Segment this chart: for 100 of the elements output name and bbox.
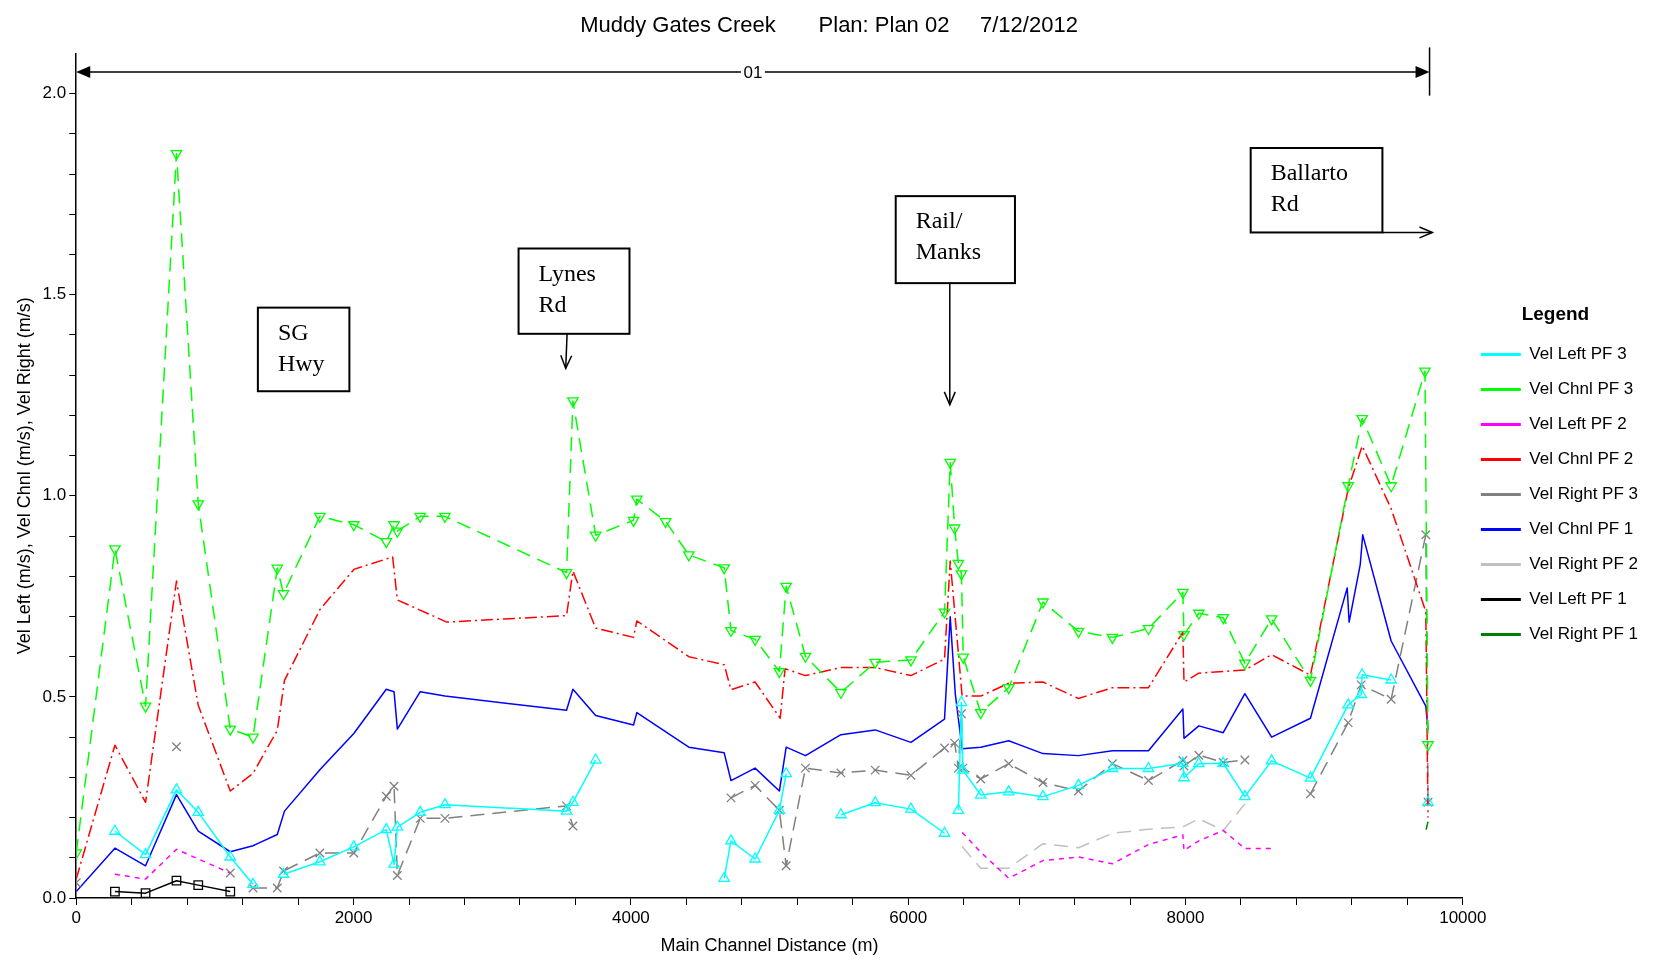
point	[1343, 717, 1354, 728]
point	[392, 870, 403, 881]
legend-label: Vel Left PF 3	[1529, 344, 1627, 364]
point	[193, 880, 204, 891]
point	[835, 688, 847, 700]
point	[439, 798, 451, 809]
point	[1002, 684, 1015, 695]
point	[440, 813, 450, 824]
point	[380, 822, 393, 834]
point	[1265, 615, 1278, 626]
point	[140, 888, 151, 898]
point	[139, 702, 152, 713]
point	[780, 582, 793, 593]
point	[1107, 758, 1118, 769]
point	[799, 652, 812, 663]
y-tick-label: 1.0	[42, 485, 67, 505]
point	[248, 883, 258, 893]
point	[948, 524, 961, 535]
point	[835, 808, 847, 819]
point	[272, 883, 283, 893]
point	[1420, 529, 1431, 540]
point	[773, 667, 786, 679]
line-series	[76, 445, 1429, 880]
point	[414, 512, 427, 523]
point	[1356, 668, 1369, 679]
point	[1193, 750, 1204, 761]
point	[726, 792, 736, 803]
point	[905, 802, 917, 813]
point	[1385, 482, 1397, 493]
point	[225, 886, 236, 897]
point	[1356, 679, 1367, 690]
point	[1342, 698, 1355, 709]
point	[952, 559, 965, 571]
x-tick-label: 0	[71, 907, 81, 927]
point	[1106, 761, 1119, 773]
x-axis-title: Main Channel Distance (m)	[660, 935, 879, 956]
point	[1239, 790, 1251, 801]
point	[1178, 771, 1190, 782]
point	[749, 852, 761, 863]
point	[347, 840, 360, 851]
point	[388, 521, 400, 532]
point	[725, 626, 737, 638]
point	[314, 512, 326, 523]
point	[567, 397, 579, 408]
point	[949, 738, 960, 749]
point	[1178, 630, 1190, 642]
point	[110, 886, 120, 897]
point	[568, 821, 578, 831]
point	[749, 635, 761, 647]
annotation: Rail/ Manks	[915, 207, 982, 265]
point	[247, 733, 259, 744]
chart-title: Muddy Gates Creek Plan: Plan 02 7/12/2012	[580, 12, 1078, 38]
legend-label: Vel Right PF 2	[1529, 554, 1639, 574]
point	[1239, 659, 1251, 670]
point	[439, 512, 451, 523]
point	[567, 795, 579, 806]
point	[627, 516, 640, 527]
point	[869, 796, 882, 807]
legend-title: Legend	[1521, 302, 1590, 324]
point	[938, 826, 951, 837]
point	[171, 741, 182, 752]
x-tick-label: 6000	[889, 907, 928, 927]
point	[314, 855, 326, 866]
point	[277, 589, 290, 601]
point	[905, 656, 917, 667]
point	[1142, 761, 1155, 773]
point	[682, 551, 695, 562]
point	[192, 805, 205, 816]
line-series	[961, 803, 1246, 869]
point	[953, 763, 964, 773]
point	[939, 743, 950, 753]
point	[224, 850, 237, 861]
point	[1192, 609, 1205, 620]
point	[347, 521, 360, 532]
legend-label: Vel Right PF 3	[1529, 484, 1639, 504]
point	[955, 695, 968, 707]
point	[1265, 754, 1278, 765]
point	[380, 538, 393, 549]
point	[192, 500, 205, 511]
point	[391, 527, 404, 538]
point	[247, 877, 259, 888]
point	[718, 564, 731, 575]
point	[800, 763, 811, 773]
point	[781, 860, 792, 871]
point	[1143, 775, 1154, 786]
point	[1305, 788, 1316, 799]
point	[836, 768, 846, 778]
point	[659, 517, 672, 529]
point	[1142, 624, 1155, 636]
y-tick-label: 0.5	[42, 686, 67, 706]
point	[1304, 771, 1317, 782]
point	[1037, 598, 1049, 609]
point	[975, 774, 986, 784]
x-tick-label: 8000	[1166, 907, 1205, 927]
x-tick-label: 10000	[1439, 907, 1487, 927]
annotation: Lynes Rd	[538, 259, 596, 317]
point	[1072, 778, 1085, 790]
point	[109, 824, 121, 835]
legend-label: Vel Chnl PF 2	[1529, 449, 1634, 469]
point	[389, 781, 399, 792]
